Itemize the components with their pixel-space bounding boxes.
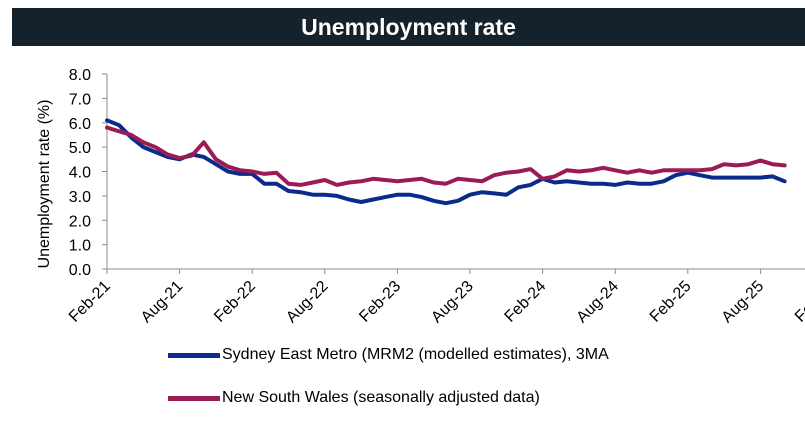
- chart-title: Unemployment rate: [12, 8, 805, 46]
- y-tick-label: 4.0: [69, 165, 91, 182]
- x-tick-label: Feb-23: [356, 278, 404, 326]
- y-tick-label: 1.0: [69, 238, 91, 255]
- x-tick-label: Aug-24: [574, 278, 623, 327]
- legend-label-new-south-wales: New South Wales (seasonally adjusted dat…: [222, 389, 540, 406]
- x-tick-label: Aug-25: [719, 278, 768, 327]
- x-tick-label: Feb-26: [792, 278, 805, 326]
- x-tick-label: Feb-24: [502, 278, 550, 326]
- legend-item-sydney-east-metro: Sydney East Metro (MRM2 (modelled estima…: [168, 344, 768, 366]
- series-line-sydney-east-metro: [105, 118, 787, 206]
- x-tick-label: Aug-22: [283, 278, 332, 327]
- legend: Sydney East Metro (MRM2 (modelled estima…: [168, 344, 768, 430]
- x-tick-label: Aug-23: [428, 278, 477, 327]
- legend-swatch-sydney-east-metro: [168, 352, 220, 358]
- y-tick-label: 3.0: [69, 189, 91, 206]
- y-tick-label: 6.0: [69, 116, 91, 133]
- legend-label-sydney-east-metro: Sydney East Metro (MRM2 (modelled estima…: [222, 346, 609, 363]
- series-line-new-south-wales: [105, 125, 787, 187]
- y-tick-label: 7.0: [69, 91, 91, 108]
- x-tick-label: Feb-21: [66, 278, 114, 326]
- y-tick-label: 8.0: [69, 67, 91, 84]
- y-tick-label: 0.0: [69, 262, 91, 279]
- legend-swatch-new-south-wales: [168, 395, 220, 401]
- line-chart: 0.0 1.0 2.0 3.0 4.0 5.0 6.0 7.0 8.0 Feb-21 Aug-21 F…: [36, 67, 805, 327]
- y-tick-label: 5.0: [69, 140, 91, 157]
- x-tick-label: Feb-25: [647, 278, 695, 326]
- x-tick-label: Aug-21: [138, 278, 187, 327]
- x-tick-label: Feb-22: [211, 278, 259, 326]
- y-axis-label: Unemployment rate (%): [36, 100, 53, 269]
- legend-item-new-south-wales: New South Wales (seasonally adjusted dat…: [168, 387, 768, 409]
- y-tick-label: 2.0: [69, 213, 91, 230]
